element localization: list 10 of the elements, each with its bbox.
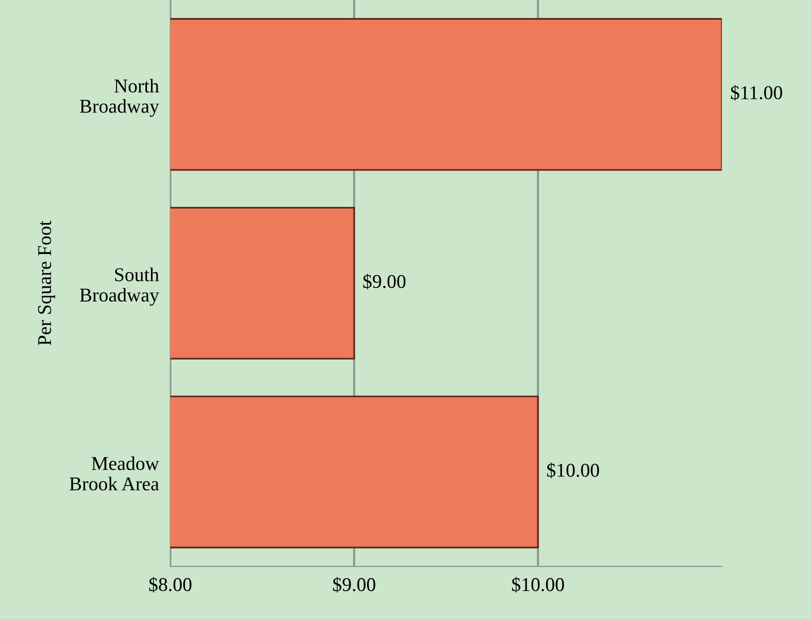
x-tick-label: $9.00 [333, 576, 376, 592]
y-axis-title: Per Square Foot [38, 220, 56, 346]
y-tick-label: Meadow Brook Area [70, 456, 160, 490]
data-label: $11.00 [730, 84, 782, 101]
data-label: $10.00 [547, 462, 600, 478]
y-tick-label: South Broadway [80, 268, 160, 306]
x-tick-label: $8.00 [149, 576, 192, 592]
data-label: $9.00 [363, 274, 406, 290]
y-tick-label: North Broadway [80, 78, 160, 117]
x-tick-label: $10.00 [512, 576, 564, 592]
